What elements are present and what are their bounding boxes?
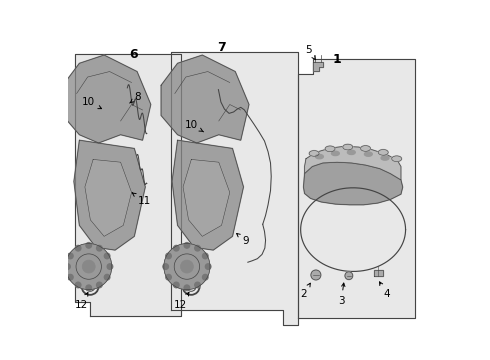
Circle shape <box>68 253 73 259</box>
Ellipse shape <box>381 156 389 160</box>
Text: 11: 11 <box>132 193 150 206</box>
Circle shape <box>202 253 208 259</box>
Text: 9: 9 <box>237 234 249 246</box>
Circle shape <box>104 274 110 280</box>
Circle shape <box>75 282 81 288</box>
Text: 8: 8 <box>130 92 141 103</box>
Circle shape <box>163 264 169 269</box>
Circle shape <box>68 274 73 280</box>
Circle shape <box>202 274 208 280</box>
Polygon shape <box>161 55 249 143</box>
Text: 5: 5 <box>305 45 316 60</box>
Text: 7: 7 <box>218 41 226 54</box>
Text: 10: 10 <box>185 120 203 132</box>
Circle shape <box>166 274 171 280</box>
Polygon shape <box>172 140 244 250</box>
Circle shape <box>195 246 200 251</box>
Circle shape <box>75 246 81 251</box>
Polygon shape <box>171 53 298 325</box>
Circle shape <box>173 246 179 251</box>
Circle shape <box>97 246 102 251</box>
Text: 2: 2 <box>300 283 310 299</box>
Circle shape <box>66 243 112 290</box>
Circle shape <box>173 282 179 288</box>
Ellipse shape <box>365 152 372 156</box>
Ellipse shape <box>361 145 370 151</box>
Text: 1: 1 <box>334 54 341 64</box>
Ellipse shape <box>331 151 339 156</box>
Ellipse shape <box>343 144 353 150</box>
Ellipse shape <box>309 150 319 156</box>
Circle shape <box>86 243 92 248</box>
Text: 4: 4 <box>380 282 390 299</box>
Text: 3: 3 <box>338 283 345 306</box>
Text: 12: 12 <box>74 293 88 310</box>
Ellipse shape <box>378 149 388 155</box>
Text: 10: 10 <box>82 97 101 109</box>
Circle shape <box>180 260 194 273</box>
Ellipse shape <box>316 154 323 159</box>
Polygon shape <box>183 159 230 237</box>
Circle shape <box>184 243 190 248</box>
Circle shape <box>184 285 190 291</box>
Circle shape <box>195 282 200 288</box>
Text: 1: 1 <box>333 53 342 66</box>
Polygon shape <box>305 146 401 180</box>
Polygon shape <box>74 140 146 250</box>
Circle shape <box>86 285 92 291</box>
Text: 6: 6 <box>129 48 138 61</box>
Polygon shape <box>75 54 181 316</box>
Circle shape <box>65 264 70 269</box>
Polygon shape <box>374 270 383 276</box>
Polygon shape <box>314 62 323 71</box>
Circle shape <box>104 253 110 259</box>
Polygon shape <box>298 59 415 318</box>
Circle shape <box>164 243 210 290</box>
Circle shape <box>166 253 171 259</box>
Ellipse shape <box>392 156 402 162</box>
Ellipse shape <box>325 146 335 152</box>
Polygon shape <box>63 55 151 143</box>
Circle shape <box>97 282 102 288</box>
Polygon shape <box>303 162 403 205</box>
Circle shape <box>345 272 353 280</box>
Circle shape <box>205 264 211 269</box>
Text: 12: 12 <box>174 292 189 310</box>
Circle shape <box>107 264 113 269</box>
Ellipse shape <box>347 150 355 154</box>
Circle shape <box>82 260 95 273</box>
Circle shape <box>311 270 321 280</box>
Polygon shape <box>85 159 132 237</box>
